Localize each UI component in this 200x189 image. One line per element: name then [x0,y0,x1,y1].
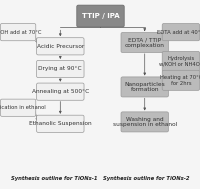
Text: TTIP / IPA: TTIP / IPA [81,13,119,19]
FancyBboxPatch shape [36,38,84,55]
FancyBboxPatch shape [161,51,199,71]
FancyBboxPatch shape [36,115,84,132]
Text: Ethanolic Suspension: Ethanolic Suspension [29,121,91,126]
Text: Annealing at 500°C: Annealing at 500°C [32,89,88,94]
Text: EDTA / TTIP
complexation: EDTA / TTIP complexation [124,37,164,48]
FancyBboxPatch shape [0,99,36,116]
Text: Washing and
suspension in ethanol: Washing and suspension in ethanol [112,116,176,127]
FancyBboxPatch shape [0,24,36,41]
FancyBboxPatch shape [36,83,84,100]
Text: EDTA add at 40°C: EDTA add at 40°C [157,30,200,35]
Text: Synthesis outline for TiONs-2: Synthesis outline for TiONs-2 [103,176,189,181]
FancyBboxPatch shape [36,60,84,77]
Text: Heating at 70°C
for 2hrs: Heating at 70°C for 2hrs [159,75,200,86]
Text: Hydrolysis
w/KOH or NH4OH: Hydrolysis w/KOH or NH4OH [158,56,200,67]
FancyBboxPatch shape [76,5,124,27]
FancyBboxPatch shape [120,77,168,97]
FancyBboxPatch shape [120,33,168,53]
Text: Nanoparticles
formation: Nanoparticles formation [124,81,164,92]
Text: Sonication in ethanol: Sonication in ethanol [0,105,46,110]
Text: Acidic Precursor: Acidic Precursor [36,44,84,49]
Text: Drying at 90°C: Drying at 90°C [38,67,82,71]
FancyBboxPatch shape [161,24,199,41]
Text: Synthesis outline for TiONs-1: Synthesis outline for TiONs-1 [11,176,97,181]
FancyBboxPatch shape [120,112,168,132]
Text: AcOH add at 70°C: AcOH add at 70°C [0,30,42,35]
FancyBboxPatch shape [161,70,199,90]
